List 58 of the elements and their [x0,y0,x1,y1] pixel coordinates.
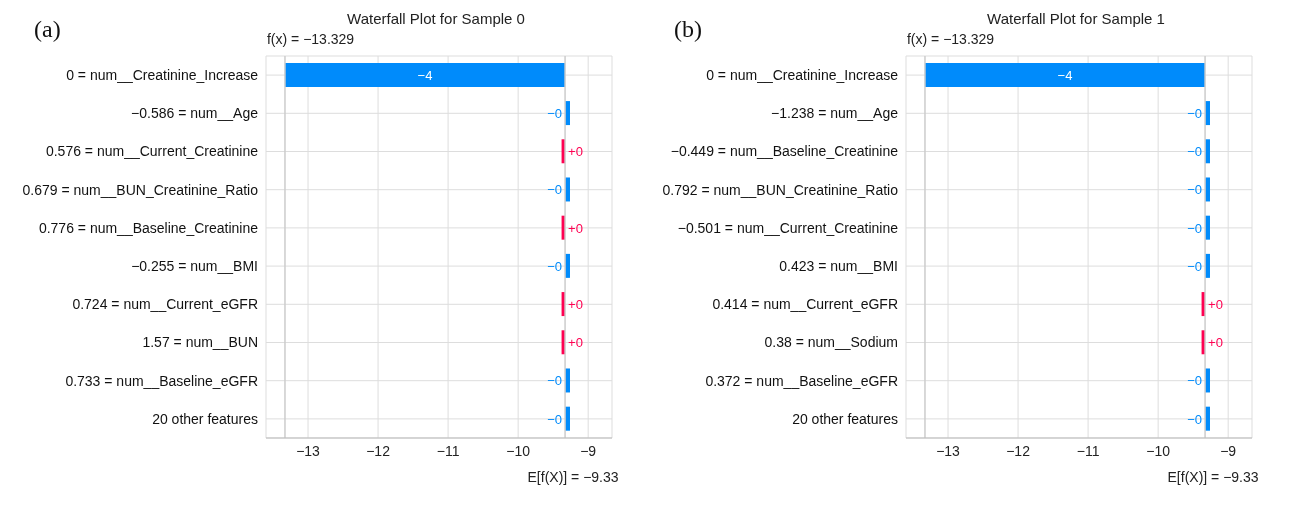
y-tick-label: 1.57 = num__BUN [142,334,258,351]
x-tick-label: −9 [580,442,597,459]
y-tick-label: 0.679 = num__BUN_Creatinine_Ratio [22,181,259,198]
data-label: −0 [1187,258,1203,274]
ref-line-label: f(x) = −13.329 [906,31,995,47]
data-label: −0 [1187,411,1203,427]
text: (b) [674,16,702,43]
y-tick-label: −0.586 = num__Age [131,105,259,122]
data-label: −0 [547,106,563,122]
ref-line-label: f(x) = −13.329 [266,31,355,47]
data-label: −0 [1187,182,1203,198]
data-label: −0 [1187,373,1203,389]
y-tick-label: 0 = num__Creatinine_Increase [706,67,899,84]
y-tick-label: −0.501 = num__Current_Creatinine [677,219,899,236]
y-tick-label: 0.414 = num__Current_eGFR [712,296,898,313]
data-label: −0 [1187,144,1203,160]
y-tick-label: 0.733 = num__Baseline_eGFR [65,372,258,389]
data-label: −0 [547,373,563,389]
y-tick-label: 0.576 = num__Current_Creatinine [45,143,259,160]
x-tick-label: −9 [1220,442,1237,459]
data-label: −0 [547,258,563,274]
ref-line-label: E[f(X)] = −9.33 [1167,469,1259,485]
data-label: −0 [1187,106,1203,122]
y-tick-label: 0.38 = num__Sodium [764,334,898,351]
y-tick-label: 0.372 = num__Baseline_eGFR [705,372,898,389]
data-label: −0 [1187,220,1203,236]
data-label: +0 [568,297,583,313]
x-tick-label: −13 [936,442,961,459]
y-tick-label: −1.238 = num__Age [771,105,899,122]
y-tick-label: 20 other features [792,410,898,427]
x-tick-label: −10 [506,442,531,459]
y-tick-label: 0.423 = num__BMI [779,258,898,275]
data-label: −0 [547,411,563,427]
data-label: +0 [568,335,583,351]
chart-title: Waterfall Plot for Sample 1 [986,10,1166,27]
y-tick-label: −0.449 = num__Baseline_Creatinine [670,143,899,160]
y-tick-label: −0.255 = num__BMI [131,258,258,275]
data-label: −0 [547,182,563,198]
data-label: −4 [1057,67,1073,83]
data-label: +0 [1208,335,1223,351]
x-tick-label: −11 [1076,442,1100,459]
y-tick-label: 0.724 = num__Current_eGFR [72,296,258,313]
y-tick-label: 0.776 = num__Baseline_Creatinine [38,219,259,236]
x-tick-label: −11 [436,442,460,459]
data-label: +0 [568,144,583,160]
y-tick-label: 0.792 = num__BUN_Creatinine_Ratio [662,181,899,198]
data-label: −4 [417,67,433,83]
x-tick-label: −13 [296,442,321,459]
y-tick-label: 20 other features [152,410,258,427]
x-tick-label: −12 [1006,442,1031,459]
x-tick-label: −12 [366,442,391,459]
y-tick-label: 0 = num__Creatinine_Increase [66,67,259,84]
chart-title: Waterfall Plot for Sample 0 [346,10,526,27]
data-label: +0 [568,220,583,236]
text: (a) [34,16,61,43]
data-label: +0 [1208,297,1223,313]
x-tick-label: −10 [1146,442,1171,459]
ref-line-label: E[f(X)] = −9.33 [527,469,619,485]
